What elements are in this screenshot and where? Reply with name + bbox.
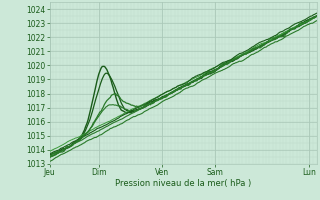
X-axis label: Pression niveau de la mer( hPa ): Pression niveau de la mer( hPa ) [115, 179, 251, 188]
